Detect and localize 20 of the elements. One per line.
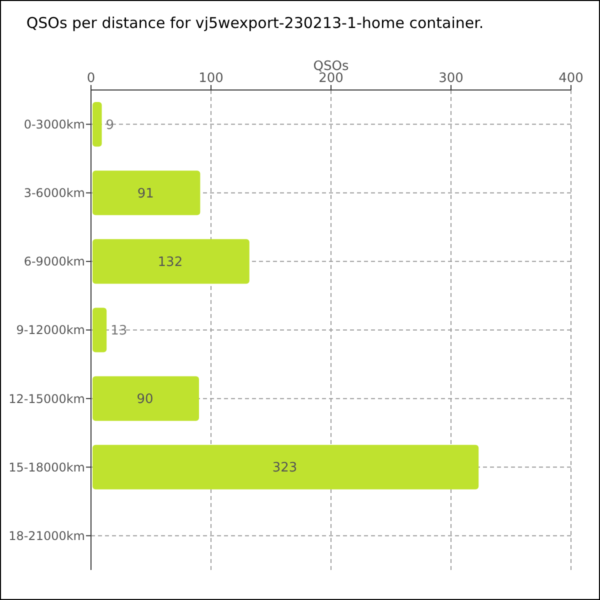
x-tick-label: 0 bbox=[86, 71, 96, 86]
data-label: 90 bbox=[136, 392, 154, 408]
y-tick-label: 9-12000km bbox=[16, 323, 85, 338]
data-label: 132 bbox=[158, 254, 183, 270]
y-tick-label: 0-3000km bbox=[24, 117, 85, 132]
y-tick-label: 6-9000km bbox=[24, 254, 85, 269]
x-tick-label: 100 bbox=[198, 71, 224, 86]
x-tick-label: 200 bbox=[318, 71, 344, 86]
data-label: 91 bbox=[137, 186, 154, 202]
x-tick-label: 300 bbox=[438, 71, 464, 86]
y-tick-label: 12-15000km bbox=[8, 392, 85, 406]
data-label: 323 bbox=[272, 460, 298, 476]
y-tick-label: 18-21000km bbox=[8, 528, 85, 543]
data-label: 9 bbox=[106, 118, 114, 133]
y-tick-label: 15-18000km bbox=[8, 460, 85, 474]
x-axis-title: QSOs bbox=[313, 59, 349, 74]
chart-title: QSOs per distance for vj5wexport-230213-1-home container. bbox=[26, 14, 484, 32]
x-tick-label: 400 bbox=[558, 71, 584, 86]
y-tick-label: 3-6000km bbox=[24, 186, 85, 200]
data-label: 13 bbox=[110, 324, 128, 339]
